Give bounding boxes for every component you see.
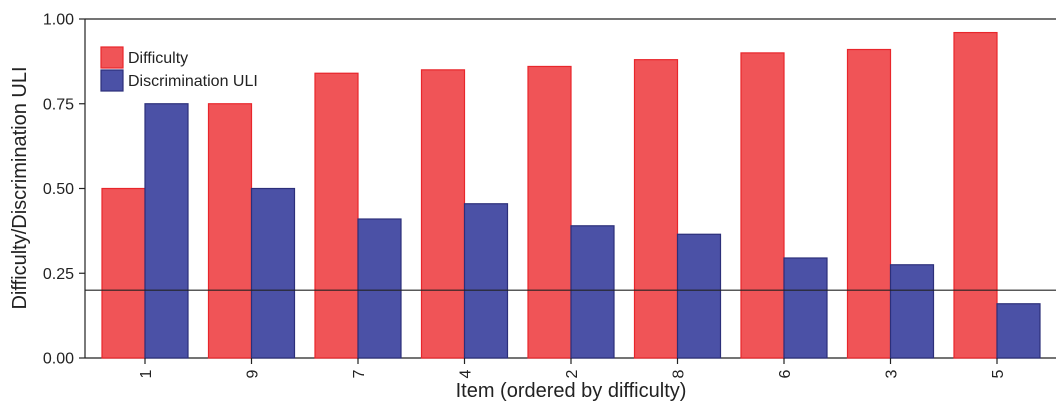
bar-difficulty-item-8 bbox=[633, 59, 679, 359]
bar-discrimination-item-8 bbox=[676, 233, 722, 359]
bar-discrimination-item-6 bbox=[783, 257, 828, 359]
bar-discrimination-item-7 bbox=[357, 218, 402, 359]
y-tick-label: 0.25 bbox=[43, 266, 74, 283]
bar-difficulty-item-2 bbox=[527, 65, 572, 359]
bar-difficulty-item-5 bbox=[953, 31, 998, 359]
x-tick-label: 8 bbox=[671, 369, 688, 378]
x-tick-label: 5 bbox=[990, 369, 1007, 378]
y-tick-label: 0.75 bbox=[43, 96, 74, 113]
y-tick-label: 0.00 bbox=[43, 351, 74, 368]
x-tick-label: 4 bbox=[458, 369, 475, 378]
bar-discrimination-item-5 bbox=[996, 303, 1041, 359]
bar-discrimination-item-3 bbox=[889, 264, 935, 359]
x-tick-label: 1 bbox=[138, 369, 155, 378]
legend-swatch-difficulty bbox=[100, 46, 124, 69]
y-tick-label: 0.50 bbox=[43, 181, 74, 198]
bar-discrimination-item-2 bbox=[570, 225, 615, 359]
x-tick-label: 9 bbox=[245, 369, 262, 378]
legend-label-difficulty: Difficulty bbox=[128, 50, 188, 67]
x-tick-label: 3 bbox=[884, 369, 901, 378]
bar-difficulty-item-7 bbox=[314, 72, 359, 359]
x-axis-label: Item (ordered by difficulty) bbox=[456, 380, 687, 402]
legend-label-discrimination: Discrimination ULI bbox=[128, 73, 258, 90]
bar-discrimination-item-9 bbox=[250, 187, 296, 359]
legend-swatch-discrimination bbox=[100, 69, 124, 92]
y-tick-label: 1.00 bbox=[43, 12, 74, 29]
bar-difficulty-item-1 bbox=[101, 187, 146, 359]
y-axis-label: Difficulty/Discrimination ULI bbox=[9, 66, 31, 309]
bar-difficulty-item-9 bbox=[207, 103, 253, 359]
bar-discrimination-item-1 bbox=[144, 103, 189, 359]
x-tick-label: 7 bbox=[351, 369, 368, 378]
bar-difficulty-item-3 bbox=[846, 48, 892, 359]
x-tick-label: 6 bbox=[777, 369, 794, 378]
bar-difficulty-item-4 bbox=[420, 69, 466, 359]
bar-discrimination-item-4 bbox=[463, 203, 509, 359]
bar-difficulty-item-6 bbox=[740, 52, 785, 359]
x-tick-label: 2 bbox=[564, 369, 581, 378]
